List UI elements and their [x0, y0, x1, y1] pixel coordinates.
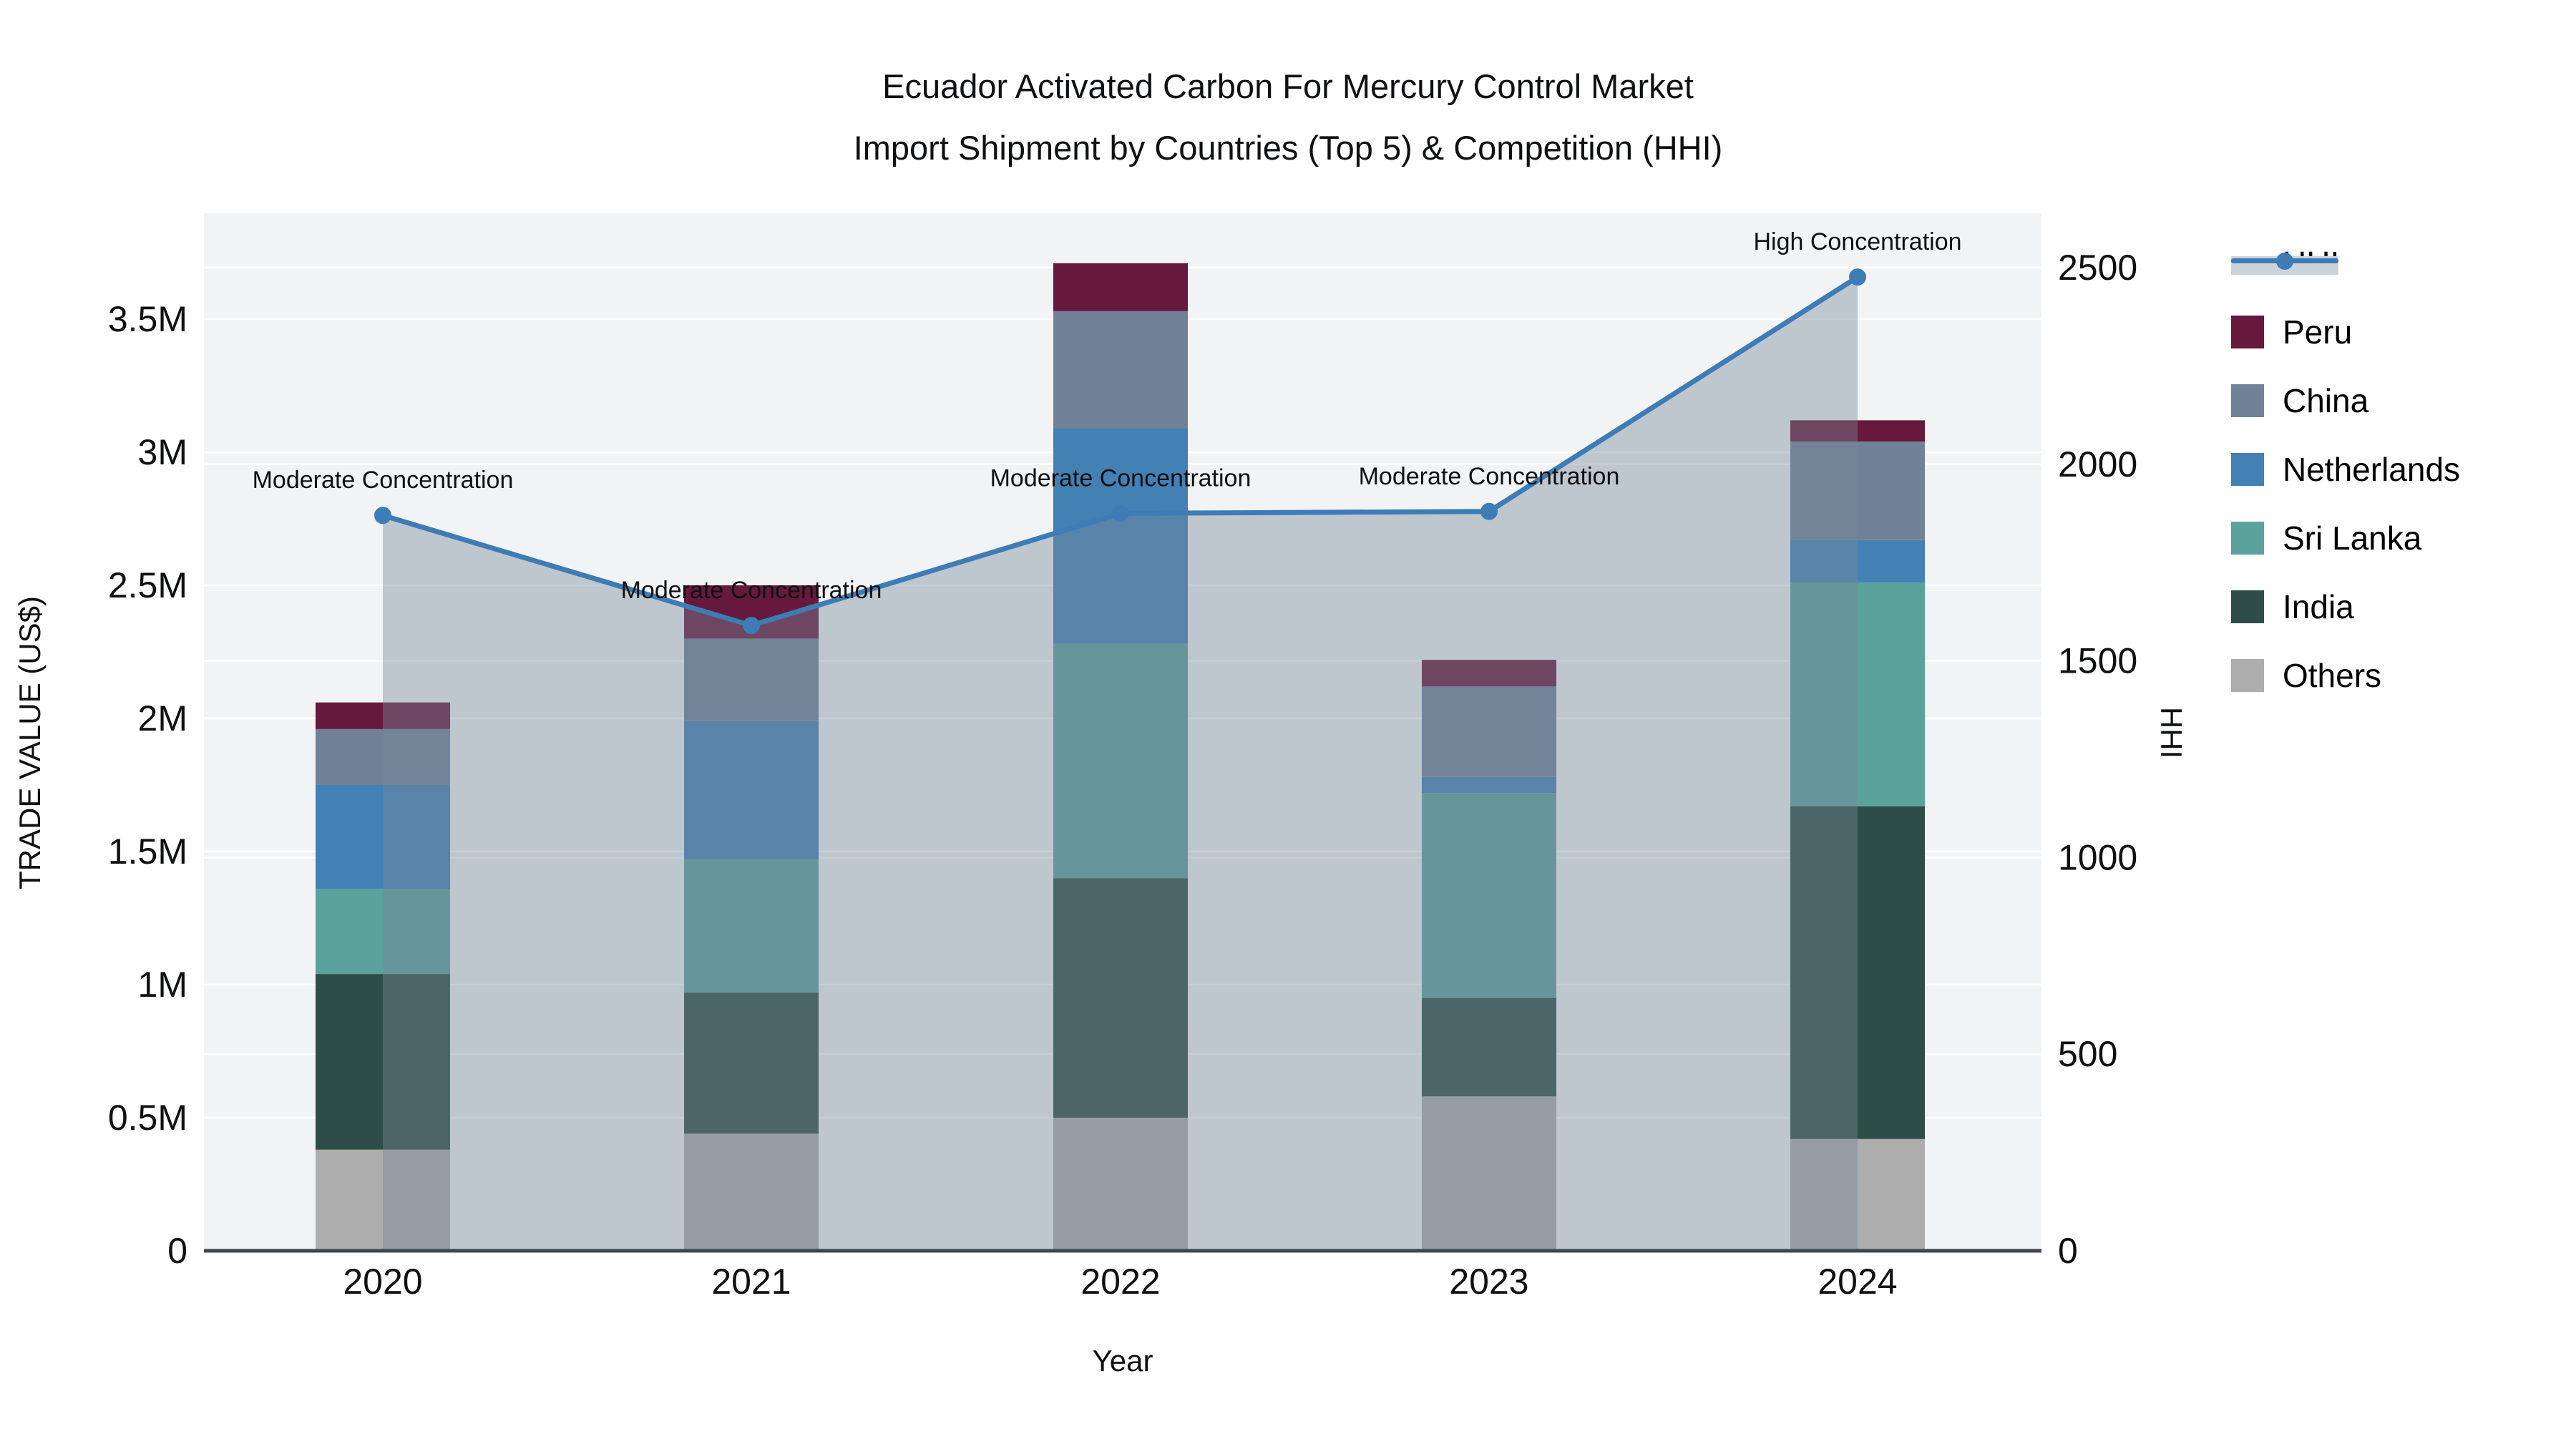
y-right-tick-1500: 1500	[2058, 641, 2137, 681]
legend-item-china[interactable]: China	[2231, 366, 2460, 435]
y-right-tick-2500: 2500	[2058, 248, 2137, 288]
bar-segment-others-2024[interactable]	[1790, 1138, 1925, 1251]
bar-segment-netherlands-2023[interactable]	[1422, 776, 1556, 794]
bar-segment-others-2021[interactable]	[684, 1133, 819, 1251]
legend-item-netherlands[interactable]: Netherlands	[2231, 435, 2460, 504]
chart-title-line2: Import Shipment by Countries (Top 5) & C…	[853, 129, 1723, 167]
y-axis-title-left: TRADE VALUE (US$)	[13, 596, 47, 889]
legend-item-india[interactable]: India	[2231, 572, 2460, 641]
legend-swatch-icon	[2231, 316, 2264, 348]
y-left-tick-1.5M: 1.5M	[108, 831, 187, 872]
legend: HHI Peru China Netherlands Sri Lanka India Oth…	[2231, 229, 2460, 710]
legend-label: China	[2283, 382, 2369, 419]
legend-label: India	[2283, 588, 2354, 625]
bar-segment-sri-lanka-2020[interactable]	[316, 889, 450, 975]
bar-segment-peru-2020[interactable]	[316, 702, 450, 729]
bar-segment-sri-lanka-2023[interactable]	[1422, 793, 1556, 998]
y-left-tick-0.5M: 0.5M	[108, 1098, 187, 1138]
bar-segment-peru-2022[interactable]	[1053, 263, 1188, 311]
bar-segment-netherlands-2024[interactable]	[1790, 540, 1925, 583]
hhi-area	[383, 277, 1858, 1251]
bar-segment-sri-lanka-2022[interactable]	[1053, 643, 1188, 879]
legend-label: Sri Lanka	[2283, 519, 2422, 557]
y-right-tick-0: 0	[2058, 1231, 2078, 1271]
legend-item-peru[interactable]: Peru	[2231, 298, 2460, 366]
y-left-tick-3.5M: 3.5M	[108, 299, 187, 339]
bar-segment-india-2020[interactable]	[316, 974, 450, 1150]
hhi-marker-2021[interactable]	[743, 617, 760, 635]
y-right-tick-2000: 2000	[2058, 444, 2137, 484]
bar-segment-china-2020[interactable]	[316, 728, 450, 785]
bar-segment-peru-2024[interactable]	[1790, 420, 1925, 442]
y-right-tick-1000: 1000	[2058, 837, 2137, 877]
bar-segment-others-2023[interactable]	[1422, 1096, 1556, 1251]
x-axis-title: Year	[1092, 1344, 1153, 1377]
annotation-2023: Moderate Concentration	[1359, 463, 1620, 490]
bar-segment-china-2022[interactable]	[1053, 311, 1188, 429]
bar-segment-india-2021[interactable]	[684, 992, 819, 1134]
legend-item-sri-lanka[interactable]: Sri Lanka	[2231, 504, 2460, 572]
chart-title-line1: Ecuador Activated Carbon For Mercury Con…	[882, 67, 1694, 105]
bar-segment-others-2020[interactable]	[316, 1149, 450, 1251]
y-left-tick-3M: 3M	[138, 432, 187, 472]
bar-segment-india-2024[interactable]	[1790, 806, 1925, 1139]
y-axis-title-right: HHI	[2155, 706, 2188, 759]
bar-segment-netherlands-2022[interactable]	[1053, 428, 1188, 644]
bar-segment-peru-2023[interactable]	[1422, 660, 1556, 687]
bar-segment-china-2023[interactable]	[1422, 686, 1556, 777]
annotation-2020: Moderate Concentration	[253, 467, 514, 494]
x-tick-2023: 2023	[1449, 1262, 1528, 1302]
y-right-tick-500: 500	[2058, 1034, 2117, 1074]
y-left-tick-0: 0	[167, 1231, 187, 1271]
hhi-marker-2024[interactable]	[1849, 268, 1866, 286]
legend-swatch-icon	[2231, 384, 2264, 417]
bar-segment-china-2024[interactable]	[1790, 441, 1925, 540]
x-tick-2022: 2022	[1080, 1262, 1160, 1302]
x-tick-2024: 2024	[1818, 1262, 1897, 1302]
chart-title: Ecuador Activated Carbon For Mercury Con…	[0, 56, 2576, 179]
legend-swatch-icon	[2231, 453, 2264, 486]
legend-label: Netherlands	[2283, 451, 2461, 488]
y-left-tick-2M: 2M	[138, 698, 187, 738]
annotation-2021: Moderate Concentration	[621, 577, 882, 604]
bar-segment-sri-lanka-2021[interactable]	[684, 859, 819, 993]
bar-segment-netherlands-2021[interactable]	[684, 721, 819, 860]
annotation-2024: High Concentration	[1753, 228, 1961, 255]
legend-swatch-icon	[2231, 590, 2264, 623]
legend-item-others[interactable]: Others	[2231, 641, 2460, 710]
bar-segment-others-2022[interactable]	[1053, 1118, 1188, 1251]
bar-segment-china-2021[interactable]	[684, 638, 819, 721]
hhi-line-marker-icon	[2231, 247, 2338, 280]
legend-item-hhi[interactable]: HHI	[2231, 229, 2460, 298]
x-tick-2021: 2021	[711, 1262, 791, 1302]
bar-segment-india-2023[interactable]	[1422, 997, 1556, 1097]
bar-segment-india-2022[interactable]	[1053, 878, 1188, 1118]
legend-label: Peru	[2283, 313, 2353, 351]
bar-segment-sri-lanka-2024[interactable]	[1790, 582, 1925, 806]
bar-segment-netherlands-2020[interactable]	[316, 785, 450, 889]
hhi-marker-2023[interactable]	[1480, 502, 1498, 520]
hhi-marker-2022[interactable]	[1112, 504, 1129, 522]
y-left-tick-1M: 1M	[138, 965, 187, 1005]
annotation-2022: Moderate Concentration	[990, 465, 1252, 492]
legend-swatch-icon	[2231, 659, 2264, 692]
hhi-marker-2020[interactable]	[374, 507, 391, 525]
legend-label: Others	[2283, 657, 2382, 694]
legend-swatch-icon	[2231, 522, 2264, 555]
y-left-tick-2.5M: 2.5M	[108, 565, 187, 605]
x-tick-2020: 2020	[343, 1262, 422, 1302]
